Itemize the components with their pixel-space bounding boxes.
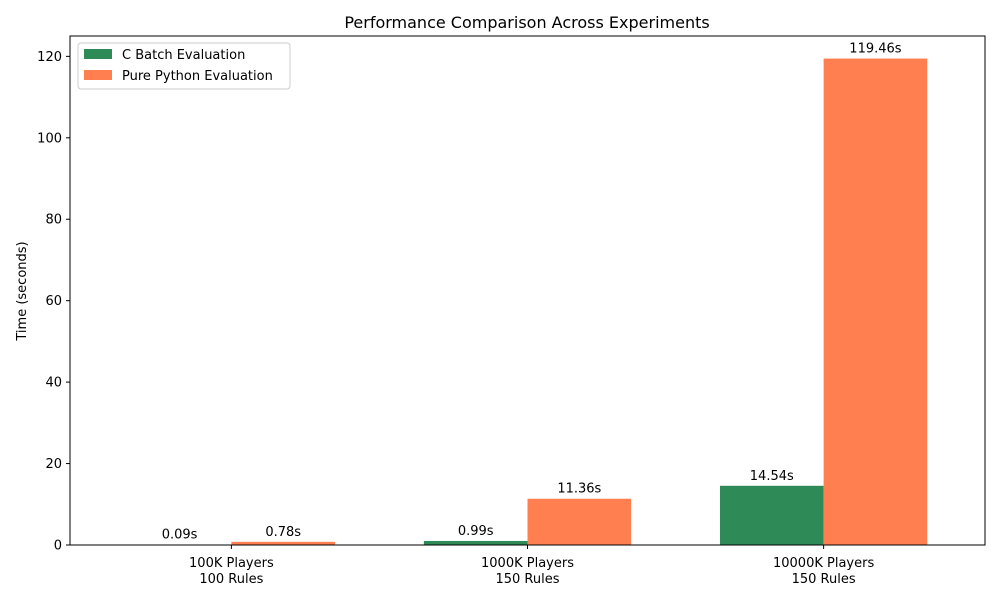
y-tick-label: 0 [54,539,62,554]
legend-label: C Batch Evaluation [122,48,245,63]
chart-title: Performance Comparison Across Experiment… [344,13,709,32]
y-tick-label: 60 [45,294,62,309]
legend-swatch [84,70,112,80]
bar-value-label: 0.09s [162,528,198,543]
legend: C Batch Evaluation Pure Python Evaluation [77,42,291,90]
x-tick-label: 10000K Players [773,556,874,571]
x-tick-label: 100K Players [189,556,274,571]
bar-c-batch-1 [423,540,528,545]
y-tick-label: 40 [45,376,62,391]
legend-box [77,42,291,90]
x-tick-label: 150 Rules [792,572,856,587]
y-tick-label: 120 [37,50,62,65]
legend-swatch [84,49,112,59]
bar-pure-python-2 [823,58,928,546]
x-tick-label: 1000K Players [481,556,574,571]
bar-pure-python-1 [527,498,632,545]
bar-value-label: 0.99s [458,524,494,539]
y-tick-label: 80 [45,213,62,228]
bar-value-label: 11.36s [557,482,601,497]
y-tick-label: 100 [37,131,62,146]
bar-c-batch-2 [719,485,824,545]
x-tick-label: 150 Rules [495,572,559,587]
legend-label: Pure Python Evaluation [122,69,273,84]
y-tick-label: 20 [45,457,62,472]
bar-pure-python-0 [231,541,336,545]
bar-value-label: 0.78s [265,525,301,540]
bar-value-label: 119.46s [849,42,901,57]
plot-area: 0.09s 0.99s 14.54s 0.78s 11.36s 119.46s 0 20 40 6… [37,35,986,587]
x-tick-label: 100 Rules [199,572,263,587]
bar-value-label: 14.54s [750,469,794,484]
y-axis-label: Time (seconds) [15,241,30,341]
